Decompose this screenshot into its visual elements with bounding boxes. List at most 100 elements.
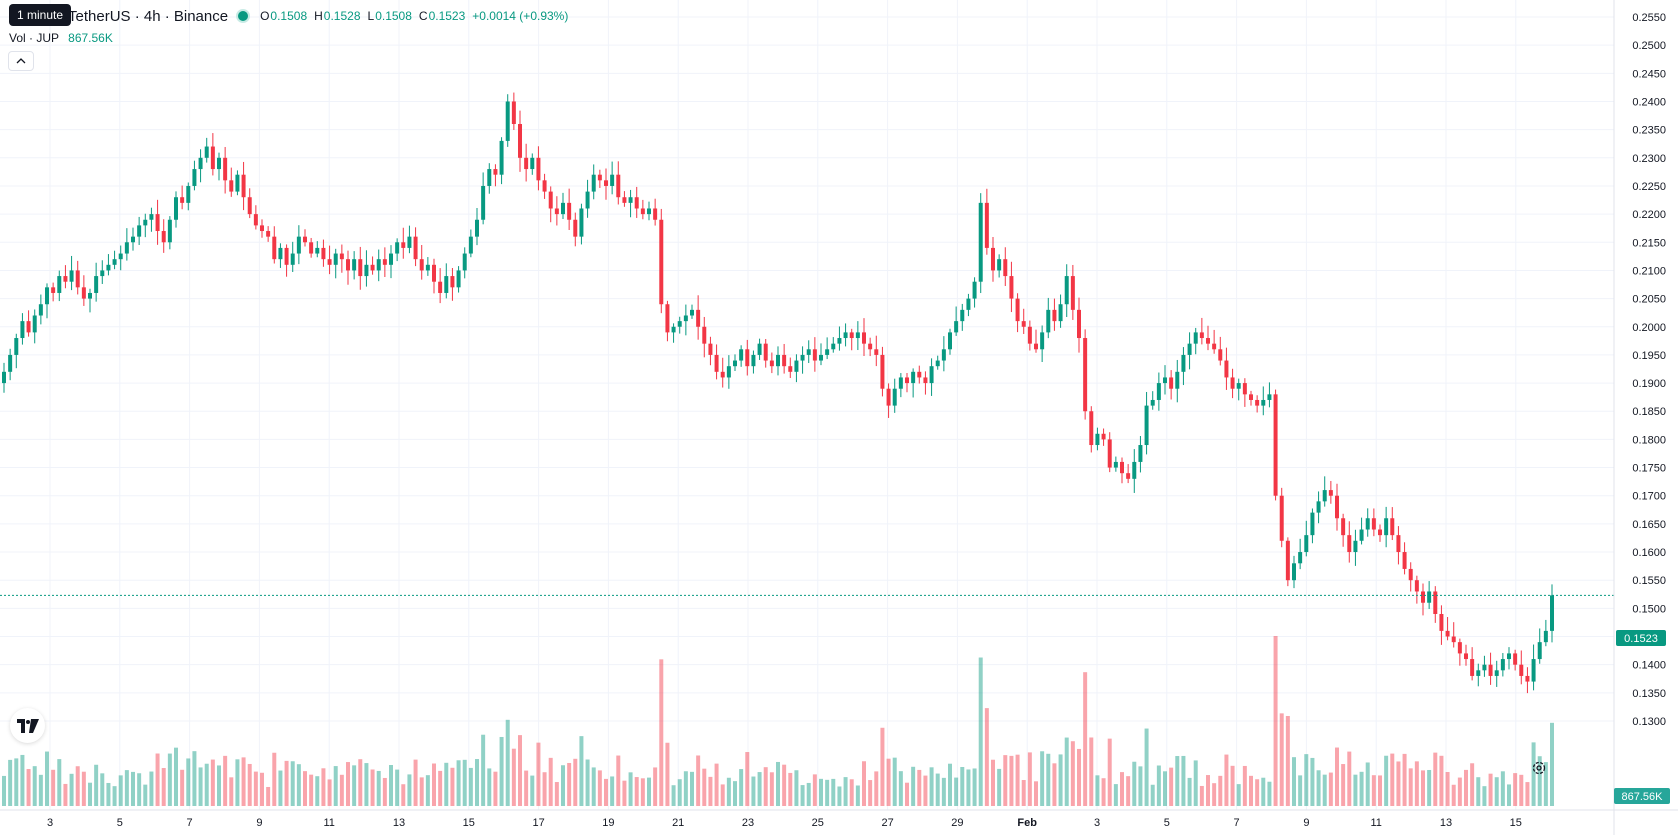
volume-bar	[745, 752, 750, 806]
volume-bar	[708, 776, 713, 806]
volume-bar	[327, 779, 332, 806]
volume-bar	[1156, 765, 1161, 806]
price-tick-label: 0.2000	[1632, 322, 1666, 334]
volume-bar	[1445, 772, 1450, 806]
volume-bar	[20, 754, 25, 806]
volume-bar	[997, 768, 1002, 806]
candle-body	[622, 197, 627, 203]
candle-body	[1482, 664, 1487, 671]
candle-body	[511, 101, 516, 125]
tradingview-logo-icon[interactable]	[10, 708, 45, 743]
volume-bar	[511, 748, 516, 806]
candle-body	[1095, 433, 1100, 446]
volume-bar	[683, 771, 688, 806]
volume-bar	[757, 772, 762, 806]
low-number: 0.1508	[375, 9, 412, 23]
volume-bar	[591, 767, 596, 806]
volume-bar	[714, 763, 719, 806]
open-label: O	[260, 9, 270, 23]
volume-bar	[32, 766, 37, 806]
volume-bar	[1064, 737, 1069, 806]
volume-bar	[346, 762, 350, 806]
price-axis[interactable]: 0.2550 0.2500 0.2450 0.2400 0.2350 0.2300 0.22…	[1632, 12, 1666, 728]
candle-body	[831, 343, 836, 350]
price-tick-label: 0.1650	[1632, 519, 1666, 531]
volume-bar	[137, 773, 142, 806]
collapse-legend-button[interactable]	[8, 51, 34, 71]
candle-body	[905, 377, 909, 384]
volume-bar	[118, 775, 123, 806]
market-status-icon[interactable]	[236, 9, 251, 23]
volume-label[interactable]: Vol · JUP	[9, 31, 59, 45]
price-tick-label: 0.1800	[1632, 434, 1666, 446]
volume-bar	[1513, 773, 1518, 806]
volume-bar	[837, 786, 842, 806]
volume-bar	[63, 783, 68, 806]
volume-bar	[1279, 713, 1284, 806]
candle-body	[303, 236, 307, 243]
candle-body	[266, 231, 271, 237]
volume-bar	[898, 771, 903, 806]
volume-bar	[1021, 780, 1026, 806]
tradingview-logo-glyph	[16, 718, 39, 733]
chart-grid	[0, 0, 1614, 810]
volume-bar	[81, 771, 86, 806]
candle-body	[57, 276, 62, 293]
candle-body	[745, 349, 750, 367]
candle-body	[585, 191, 590, 209]
candle-body	[1310, 512, 1315, 536]
high-label: H	[314, 9, 323, 23]
volume-bar	[407, 774, 412, 806]
volume-bar	[573, 758, 578, 806]
candle-body	[1408, 568, 1413, 581]
candlesticks	[2, 92, 1554, 694]
volume-bar	[38, 774, 43, 806]
volume-value-label: 867.56K	[1622, 791, 1664, 803]
candle-body	[1298, 552, 1303, 564]
volume-bar	[1236, 784, 1241, 806]
volume-bar	[911, 766, 916, 806]
candle-body	[530, 157, 535, 170]
volume-bar	[131, 771, 135, 806]
volume-bar	[14, 758, 19, 806]
volume-bar	[518, 735, 522, 806]
price-tick-label: 0.2550	[1632, 12, 1666, 24]
candle-body	[1230, 377, 1235, 389]
candle-body	[1365, 518, 1370, 530]
time-tick-label: 7	[1234, 817, 1240, 829]
candle-body	[966, 298, 971, 310]
volume-bar	[389, 765, 393, 806]
volume-value-badge: 867.56K	[1614, 788, 1670, 804]
volume-bar	[1384, 755, 1389, 806]
volume-bar	[597, 770, 602, 806]
candle-body	[628, 197, 633, 203]
price-tick-label: 0.2050	[1632, 294, 1666, 306]
candle-body	[81, 287, 86, 299]
volume-bar	[450, 767, 455, 806]
gear-icon[interactable]	[1530, 759, 1548, 777]
volume-bar	[868, 780, 873, 806]
volume-bar	[321, 768, 326, 806]
candle-body	[1550, 595, 1554, 631]
candle-body	[1224, 360, 1229, 378]
symbol-title[interactable]: TetherUS · 4h · Binance	[68, 7, 229, 25]
volume-bar	[1089, 737, 1094, 806]
candle-body	[1335, 495, 1339, 519]
time-tick-label: 17	[532, 817, 544, 829]
volume-bar	[561, 765, 565, 806]
time-axis[interactable]: 3 5 7 9 11 13 15 17 19 21 23 25 27 29 Feb 3 5 7 9 11 13 15	[47, 817, 1522, 829]
volume-bar	[690, 771, 694, 806]
volume-bar	[1482, 786, 1487, 806]
volume-bar	[1457, 777, 1462, 806]
volume-bar	[1273, 636, 1278, 806]
volume-bar	[487, 768, 492, 806]
price-tick-label: 0.2250	[1632, 181, 1666, 193]
candle-body	[210, 146, 215, 170]
volume-bar	[278, 770, 283, 806]
volume-bar	[1285, 715, 1290, 806]
gear-glyph	[1532, 761, 1546, 775]
volume-bar	[776, 761, 780, 806]
volume-bar	[1249, 775, 1253, 806]
volume-bar	[819, 778, 823, 806]
